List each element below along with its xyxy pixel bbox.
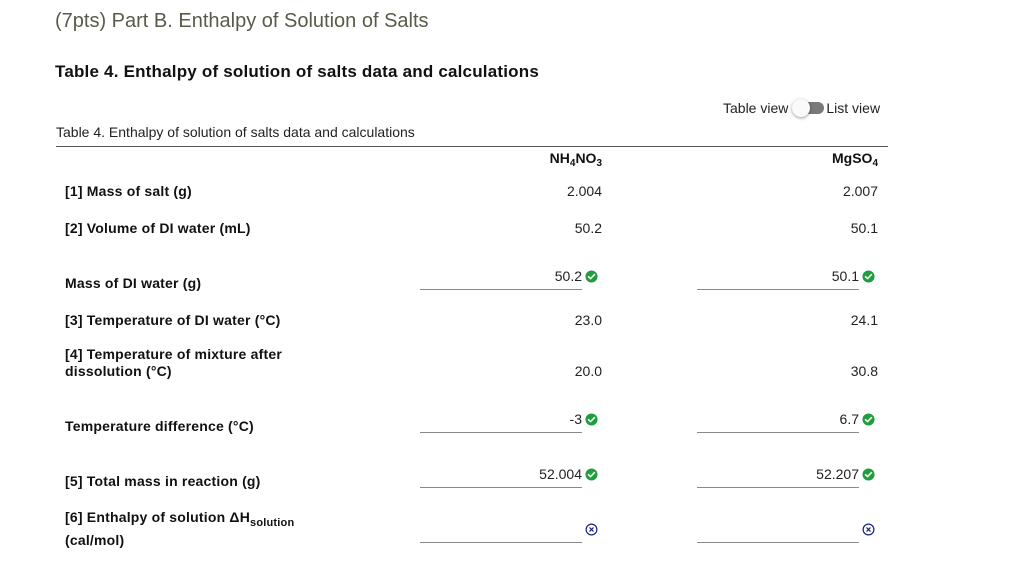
caption-divider (56, 146, 888, 147)
field-value: 50.1 (831, 268, 859, 284)
temp-mixture-mgso4: 30.8 (850, 363, 878, 379)
volume-water-nh4no3: 50.2 (574, 220, 602, 236)
field-underline (420, 542, 582, 543)
total-mass-nh4no3-field[interactable]: 52.004 (420, 466, 598, 488)
list-view-label[interactable]: List view (826, 100, 881, 116)
mass-salt-nh4no3: 2.004 (566, 183, 602, 199)
field-value: -3 (569, 411, 582, 427)
volume-water-mgso4: 50.1 (850, 220, 878, 236)
total-mass-mgso4-field[interactable]: 52.207 (697, 466, 875, 488)
field-underline (420, 289, 582, 290)
row-label-temp-water: [3] Temperature of DI water (°C) (65, 312, 281, 328)
row-label-volume-water: [2] Volume of DI water (mL) (65, 220, 251, 236)
temp-diff-nh4no3-field[interactable]: -3 (420, 411, 598, 433)
field-underline (420, 432, 582, 433)
temp-water-nh4no3: 23.0 (574, 312, 602, 328)
field-value: 50.2 (554, 268, 582, 284)
check-circle-icon (585, 270, 598, 283)
table-caption: Table 4. Enthalpy of solution of salts d… (56, 124, 415, 140)
field-underline (420, 487, 582, 488)
row-label-total-mass: [5] Total mass in reaction (g) (65, 473, 261, 489)
table-view-label[interactable]: Table view (723, 100, 789, 116)
check-circle-icon (585, 413, 598, 426)
field-value: 52.004 (539, 466, 582, 482)
field-underline (697, 487, 859, 488)
temp-mixture-nh4no3: 20.0 (574, 363, 602, 379)
enthalpy-nh4no3-field[interactable] (420, 521, 598, 543)
check-circle-icon (862, 270, 875, 283)
x-circle-icon (862, 523, 875, 536)
temp-diff-mgso4-field[interactable]: 6.7 (697, 411, 875, 433)
field-value: 6.7 (839, 411, 859, 427)
row-label-temp-mixture: [4] Temperature of mixture after dissolu… (65, 346, 282, 379)
row-label-temp-diff: Temperature difference (°C) (65, 418, 254, 434)
field-underline (697, 432, 859, 433)
enthalpy-mgso4-field[interactable] (697, 521, 875, 543)
field-underline (697, 289, 859, 290)
view-toggle: Table view List view (723, 99, 880, 117)
row-label-mass-water: Mass of DI water (g) (65, 275, 202, 291)
check-circle-icon (585, 468, 598, 481)
x-circle-icon (585, 523, 598, 536)
column-header-mgso4: MgSO4 (831, 150, 878, 169)
view-toggle-switch[interactable] (792, 99, 825, 117)
switch-thumb[interactable] (792, 99, 811, 117)
part-title: (7pts) Part B. Enthalpy of Solution of S… (55, 10, 429, 32)
field-value: 52.207 (816, 466, 859, 482)
column-header-nh4no3: NH4NO3 (549, 150, 602, 169)
row-label-enthalpy: [6] Enthalpy of solution ΔHsolution (cal… (65, 509, 295, 548)
check-circle-icon (862, 468, 875, 481)
mass-salt-mgso4: 2.007 (842, 183, 878, 199)
check-circle-icon (862, 413, 875, 426)
mass-water-nh4no3-field[interactable]: 50.2 (420, 268, 598, 290)
temp-water-mgso4: 24.1 (850, 312, 878, 328)
mass-water-mgso4-field[interactable]: 50.1 (697, 268, 875, 290)
row-label-mass-salt: [1] Mass of salt (g) (65, 183, 192, 199)
field-underline (697, 542, 859, 543)
table-heading: Table 4. Enthalpy of solution of salts d… (55, 62, 539, 81)
